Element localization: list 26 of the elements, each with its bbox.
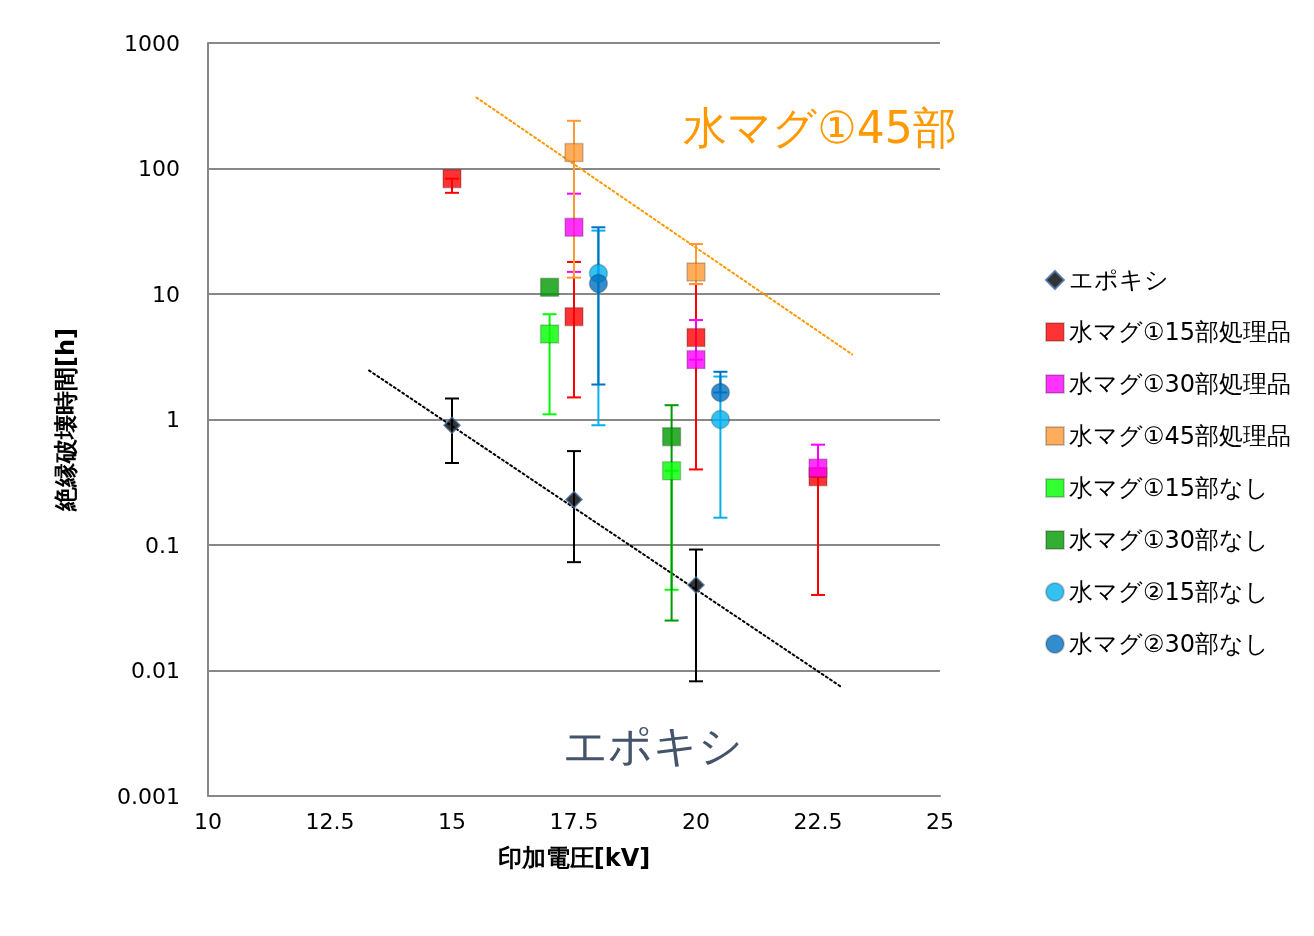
legend-label: エポキシ xyxy=(1068,266,1169,294)
x-axis-title: 印加電圧[kV] xyxy=(497,844,651,872)
x-tick-label: 17.5 xyxy=(549,808,599,834)
x-tick-label: 10 xyxy=(194,808,222,834)
legend-label: 水マグ①15部なし xyxy=(1068,474,1270,502)
y-tick-label: 0.01 xyxy=(131,658,180,683)
y-tick-label: 100 xyxy=(138,156,180,181)
x-tick-label: 25 xyxy=(926,808,954,834)
y-axis-title: 絶縁破壊時間[h] xyxy=(52,327,80,513)
y-tick-label: 1000 xyxy=(124,30,180,56)
x-tick-label: 22.5 xyxy=(793,808,843,834)
annotation: エポキシ xyxy=(563,719,743,771)
legend-label: 水マグ①15部処理品 xyxy=(1068,318,1292,346)
x-tick-label: 20 xyxy=(682,808,710,834)
y-tick-label: 1 xyxy=(166,407,180,432)
y-tick-label: 0.1 xyxy=(145,532,180,558)
legend-label: 水マグ①45部処理品 xyxy=(1068,422,1292,450)
legend-label: 水マグ②30部なし xyxy=(1068,630,1270,658)
legend-label: 水マグ②15部なし xyxy=(1068,578,1270,606)
legend-label: 水マグ①30部なし xyxy=(1068,526,1270,554)
legend-label: 水マグ①30部処理品 xyxy=(1068,370,1292,398)
x-tick-label: 12.5 xyxy=(305,808,355,834)
y-tick-label: 0.001 xyxy=(117,783,180,809)
x-tick-label: 15 xyxy=(438,808,466,834)
y-tick-label: 10 xyxy=(152,281,180,307)
annotation: 水マグ①45部 xyxy=(683,101,957,153)
